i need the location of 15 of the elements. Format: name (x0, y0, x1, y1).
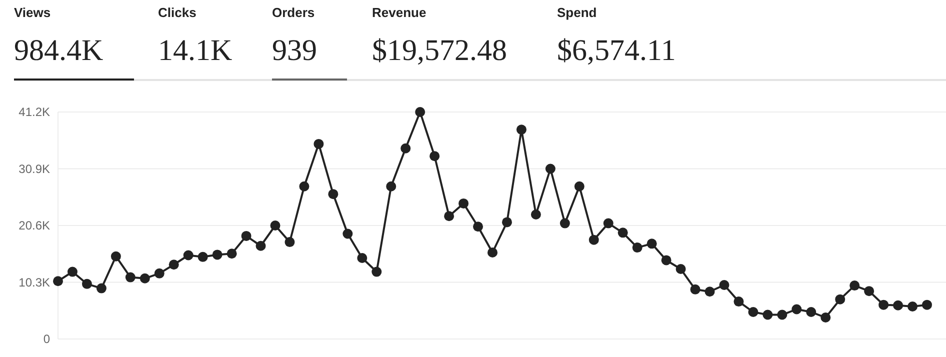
text: Clicks (158, 5, 196, 20)
text: 984.4K (14, 34, 104, 67)
text: $6,574.11 (557, 34, 676, 67)
y-tick-label: 0 (43, 332, 50, 346)
text: Revenue (372, 5, 426, 20)
text: 14.1K (158, 34, 232, 67)
text: 939 (272, 34, 317, 67)
text: Views (14, 5, 51, 20)
text: Spend (557, 5, 597, 20)
text: Orders (272, 5, 315, 20)
y-tick-label: 10.3K (18, 275, 50, 290)
text: $19,572.48 (372, 34, 507, 67)
y-tick-label: 20.6K (18, 218, 50, 233)
y-tick-label: 30.9K (18, 162, 50, 176)
y-tick-label: 41.2K (18, 105, 50, 120)
